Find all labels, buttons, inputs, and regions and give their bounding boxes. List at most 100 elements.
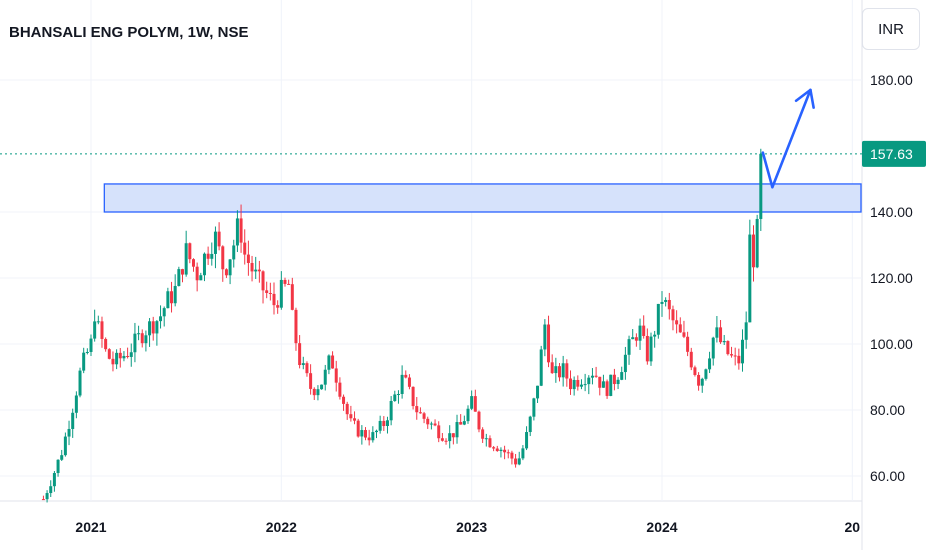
candle-body bbox=[104, 338, 108, 350]
candle-body bbox=[221, 246, 225, 270]
candle-body bbox=[623, 354, 627, 373]
candle-body bbox=[682, 332, 686, 337]
candle-body bbox=[155, 321, 159, 334]
candle-body bbox=[360, 430, 364, 437]
resistance-zone-layer bbox=[103, 183, 862, 213]
candle-body bbox=[601, 381, 605, 388]
candle-body bbox=[700, 378, 704, 386]
candle-body bbox=[71, 412, 75, 429]
candle-body bbox=[697, 374, 701, 386]
candle-body bbox=[294, 309, 298, 344]
candle-body bbox=[719, 327, 723, 343]
candle-body bbox=[60, 455, 64, 460]
candle-body bbox=[217, 231, 221, 247]
candle-body bbox=[224, 269, 228, 276]
candle-body bbox=[609, 374, 613, 396]
candle-body bbox=[268, 292, 272, 294]
candle-body bbox=[437, 425, 441, 439]
candle-body bbox=[191, 259, 195, 267]
candle-body bbox=[492, 447, 496, 449]
candle-body bbox=[162, 308, 166, 317]
candle-body bbox=[353, 418, 357, 421]
candle-body bbox=[411, 386, 415, 407]
candle-body bbox=[561, 363, 565, 378]
currency-label: INR bbox=[878, 20, 904, 38]
candle-body bbox=[481, 429, 485, 439]
candle-body bbox=[290, 284, 294, 310]
candle-body bbox=[448, 433, 452, 442]
candle-body bbox=[660, 301, 664, 304]
candle-body bbox=[148, 321, 152, 336]
candle-body bbox=[455, 422, 459, 438]
candle-body bbox=[45, 493, 49, 500]
candle-body bbox=[532, 398, 536, 417]
candle-body bbox=[616, 379, 620, 385]
candle-body bbox=[140, 333, 144, 344]
candle-body bbox=[576, 379, 580, 387]
candle-body bbox=[605, 381, 609, 396]
candle-body bbox=[96, 321, 100, 323]
candle-body bbox=[708, 358, 712, 370]
candle-body bbox=[250, 262, 254, 272]
candle-body bbox=[52, 473, 56, 487]
candle-body bbox=[506, 452, 510, 454]
candle-body bbox=[235, 218, 239, 246]
projection-arrow[interactable] bbox=[761, 88, 812, 189]
candle-body bbox=[587, 377, 591, 385]
candle-body bbox=[407, 377, 411, 387]
candle-body bbox=[78, 370, 82, 396]
candle-body bbox=[144, 335, 148, 344]
candle-body bbox=[396, 393, 400, 395]
candle-body bbox=[495, 448, 499, 452]
candle-body bbox=[111, 358, 115, 365]
candle-body bbox=[177, 269, 181, 286]
candle-body bbox=[323, 369, 327, 385]
candle-body bbox=[41, 499, 45, 501]
candle-body bbox=[590, 375, 594, 378]
candle-body bbox=[730, 354, 734, 356]
candle-body bbox=[170, 291, 174, 304]
candle-body bbox=[514, 458, 518, 465]
candle-body bbox=[316, 389, 320, 396]
candle-body bbox=[598, 376, 602, 388]
candle-body bbox=[349, 414, 353, 419]
candle-body bbox=[528, 416, 532, 433]
candle-body bbox=[667, 299, 671, 310]
candle-body bbox=[440, 438, 444, 441]
resistance-zone[interactable] bbox=[103, 183, 862, 213]
candle-body bbox=[462, 421, 466, 425]
candle-body bbox=[243, 242, 247, 255]
x-tick-label: 2024 bbox=[646, 519, 677, 535]
candle-body bbox=[126, 355, 130, 357]
currency-button[interactable]: INR bbox=[862, 8, 920, 50]
x-tick-label: 2021 bbox=[75, 519, 106, 535]
candle-body bbox=[620, 372, 624, 380]
candle-body bbox=[671, 309, 675, 321]
candle-body bbox=[63, 436, 67, 456]
candle-body bbox=[100, 321, 104, 339]
candle-body bbox=[133, 333, 137, 353]
candle-body bbox=[74, 395, 78, 413]
candle-body bbox=[656, 303, 660, 335]
candle-body bbox=[213, 231, 217, 254]
x-axis: 2021 2022 2023 2024 20 bbox=[75, 519, 860, 535]
candle-body bbox=[276, 305, 280, 308]
candle-body bbox=[554, 366, 558, 374]
candle-body bbox=[451, 433, 455, 438]
candle-body bbox=[228, 259, 232, 276]
candle-body bbox=[594, 375, 598, 377]
candle-body bbox=[612, 374, 616, 385]
candle-body bbox=[93, 321, 97, 339]
candle-body bbox=[751, 234, 755, 268]
candle-body bbox=[309, 373, 313, 389]
candle-body bbox=[305, 363, 309, 374]
x-tick-label: 2023 bbox=[456, 519, 487, 535]
candle-body bbox=[118, 352, 122, 359]
candle-body bbox=[272, 293, 276, 306]
candle-body bbox=[232, 245, 236, 260]
candles bbox=[41, 148, 763, 503]
candle-body bbox=[689, 351, 693, 368]
candle-body bbox=[184, 243, 188, 275]
candle-body bbox=[536, 385, 540, 399]
